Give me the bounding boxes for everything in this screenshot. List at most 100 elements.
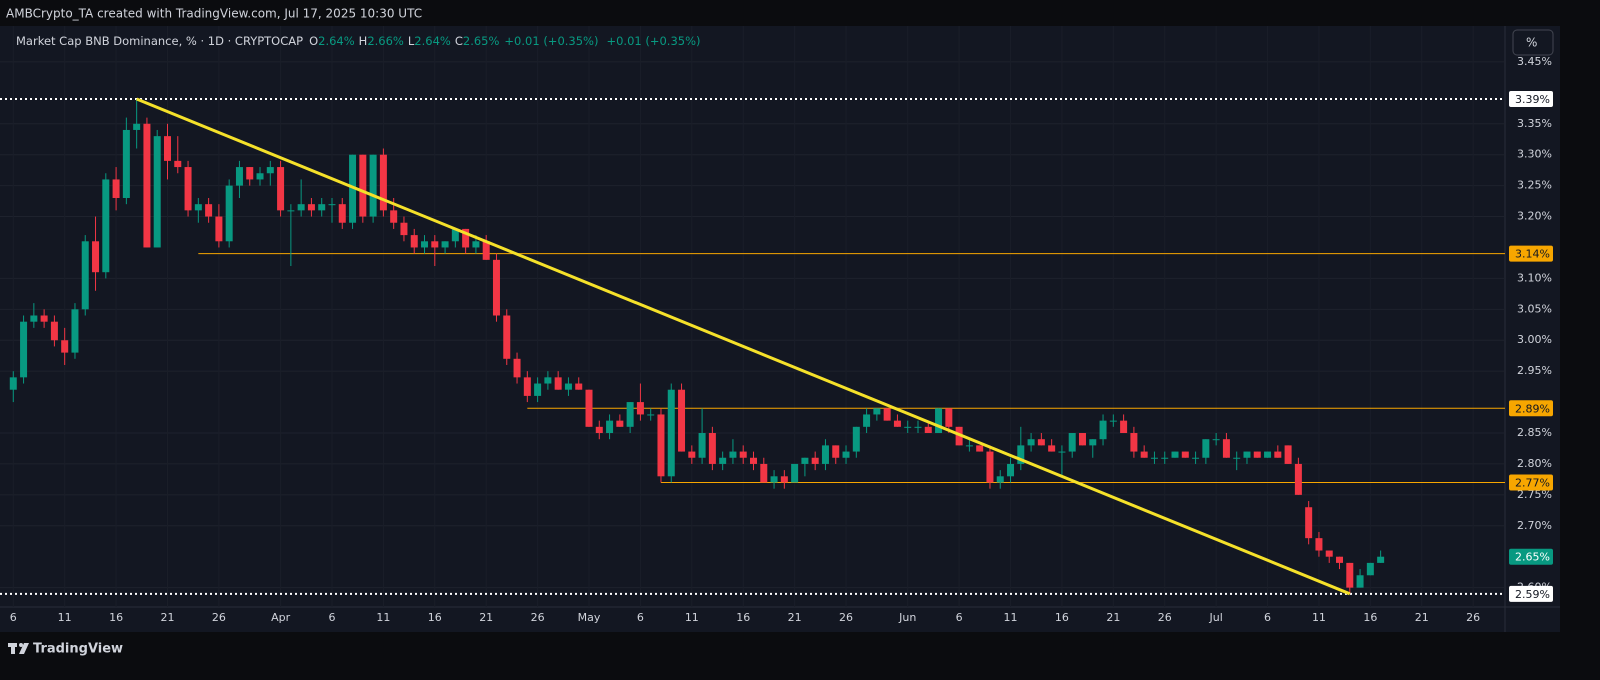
- candle-body: [965, 445, 973, 447]
- brand-logo: [8, 643, 29, 654]
- candle: [92, 216, 100, 291]
- y-tick-label: 2.75%: [1517, 488, 1552, 501]
- candle-body: [1027, 439, 1035, 446]
- candle-body: [667, 389, 675, 477]
- candle-body: [996, 476, 1004, 483]
- candle-body: [359, 154, 367, 217]
- candle-body: [71, 309, 79, 353]
- candle-body: [503, 315, 511, 359]
- candle: [575, 377, 583, 390]
- candle: [750, 451, 757, 471]
- x-tick-label: 26: [1466, 611, 1480, 624]
- trendline: [136, 97, 1351, 596]
- candle: [801, 457, 809, 477]
- candle-body: [914, 426, 922, 428]
- candle: [71, 303, 79, 359]
- candle: [492, 253, 500, 322]
- y-tick-label: 3.10%: [1517, 271, 1552, 284]
- candle: [297, 179, 305, 217]
- candle: [842, 445, 850, 464]
- x-tick-label: Jun: [898, 611, 916, 624]
- candle: [1140, 445, 1148, 458]
- level-badge: [1509, 91, 1553, 108]
- candle-body: [441, 241, 449, 248]
- candle: [1192, 451, 1200, 464]
- candle: [739, 445, 747, 464]
- candle: [791, 463, 799, 483]
- candle-body: [575, 383, 583, 390]
- candle: [338, 197, 346, 229]
- candle: [708, 426, 716, 471]
- candle-body: [924, 426, 932, 434]
- candle: [904, 420, 912, 434]
- level-badge: [1509, 400, 1553, 417]
- candle-body: [1233, 457, 1241, 459]
- ohlc-key: L: [408, 34, 415, 48]
- candle-body: [1150, 457, 1158, 459]
- symbol-legend: Market Cap BNB Dominance, % · 1D · CRYPT…: [16, 34, 701, 48]
- candle: [1356, 569, 1364, 588]
- candle-body: [1253, 451, 1261, 458]
- x-tick-label: 16: [1055, 611, 1069, 624]
- candle-body: [626, 402, 634, 427]
- candle: [616, 414, 624, 427]
- candle-body: [893, 420, 901, 427]
- candle: [431, 235, 439, 267]
- x-tick-label: 26: [531, 611, 545, 624]
- level-label: 2.77%: [1515, 476, 1550, 489]
- x-tick-label: 11: [1312, 611, 1326, 624]
- candle: [1161, 451, 1169, 464]
- x-tick-label: 21: [160, 611, 174, 624]
- candle-body: [462, 228, 470, 248]
- scale-button-label[interactable]: %: [1526, 36, 1537, 50]
- candle-body: [976, 445, 984, 452]
- candle: [626, 402, 634, 434]
- candle: [40, 309, 48, 328]
- chart-panel: [0, 26, 1560, 632]
- ohlc-key: O: [309, 34, 318, 48]
- candle-body: [935, 408, 943, 434]
- candle-body: [9, 377, 17, 390]
- ohlc-key: C: [455, 34, 463, 48]
- candle-body: [1130, 433, 1138, 452]
- level-label: 2.59%: [1515, 588, 1550, 601]
- scale-button[interactable]: [1512, 29, 1554, 56]
- candle: [1336, 556, 1344, 570]
- brand: TradingView: [33, 642, 123, 657]
- candle: [246, 167, 254, 186]
- candle-body: [842, 451, 850, 458]
- symbol: Market Cap BNB Dominance, % · 1D · CRYPT…: [16, 34, 303, 48]
- candle: [544, 371, 552, 390]
- candle-body: [770, 476, 778, 483]
- candle-body: [780, 476, 788, 483]
- candle-body: [1222, 439, 1230, 458]
- candle-body: [1346, 562, 1354, 588]
- candle-body: [554, 377, 562, 390]
- candle: [1253, 451, 1261, 458]
- candle-body: [852, 426, 860, 452]
- level-label: 2.89%: [1515, 402, 1550, 415]
- candle-body: [102, 179, 110, 273]
- candle: [811, 451, 819, 471]
- change-alt: +0.01 (+0.35%): [606, 34, 700, 48]
- candle-body: [606, 420, 614, 434]
- candle: [266, 160, 274, 186]
- candle-body: [688, 451, 696, 458]
- candle-body: [30, 315, 38, 322]
- candle: [1366, 562, 1374, 576]
- x-tick-label: 16: [428, 611, 442, 624]
- candle: [647, 408, 655, 421]
- ohlc-value: 2.65%: [463, 34, 500, 48]
- candle-body: [523, 377, 531, 396]
- candle-body: [657, 414, 665, 477]
- candle-body: [410, 235, 418, 248]
- candle: [50, 315, 58, 347]
- candle: [1109, 414, 1117, 427]
- candle-body: [1171, 451, 1179, 458]
- candle-body: [1181, 451, 1189, 458]
- candle: [410, 228, 418, 254]
- candle-body: [256, 173, 264, 180]
- candle-body: [246, 167, 254, 180]
- y-tick-label: 2.95%: [1517, 364, 1552, 377]
